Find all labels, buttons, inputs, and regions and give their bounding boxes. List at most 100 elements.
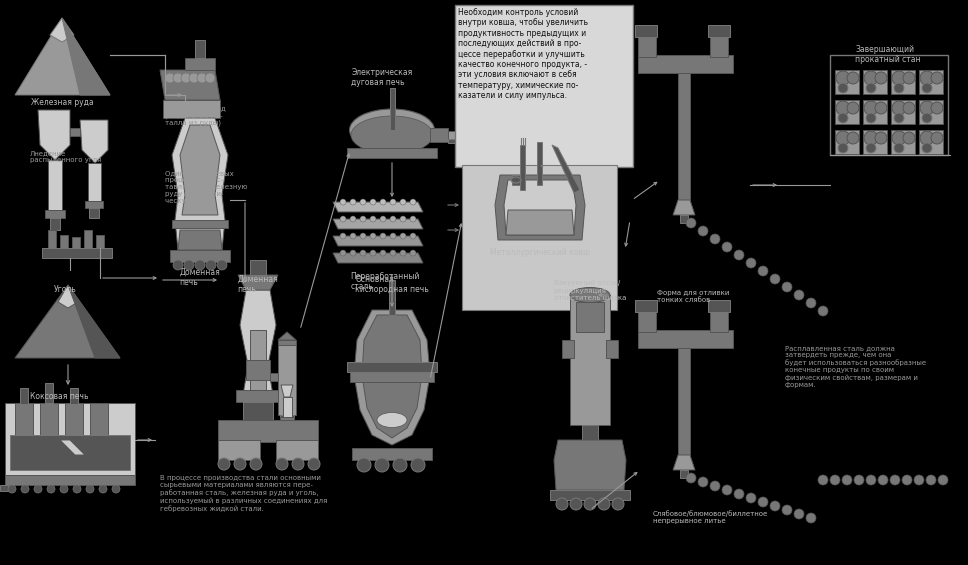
- Ellipse shape: [377, 412, 407, 428]
- Text: Завершающий
прокатный стан: Завершающий прокатный стан: [855, 45, 921, 64]
- Circle shape: [922, 83, 932, 93]
- Circle shape: [920, 101, 934, 115]
- Circle shape: [370, 233, 376, 239]
- Bar: [606, 340, 618, 358]
- Text: Доменная
печь: Доменная печь: [180, 268, 221, 288]
- Circle shape: [866, 113, 876, 123]
- Bar: [389, 280, 395, 315]
- Bar: [270, 373, 278, 381]
- Text: Металлургический ковш: Металлургический ковш: [490, 248, 590, 257]
- Bar: [635, 300, 657, 312]
- Circle shape: [710, 234, 720, 244]
- Circle shape: [410, 216, 416, 222]
- Circle shape: [875, 72, 887, 84]
- Circle shape: [410, 250, 416, 256]
- Bar: [48, 160, 62, 210]
- Circle shape: [894, 113, 904, 123]
- Circle shape: [903, 102, 915, 114]
- Polygon shape: [552, 145, 580, 193]
- Bar: [250, 260, 266, 275]
- Text: В процессе производства стали основными
сырьевыми материалами являются пере-
раб: В процессе производства стали основными …: [160, 475, 327, 511]
- Circle shape: [770, 274, 780, 284]
- Bar: [462, 165, 617, 310]
- Bar: [88, 163, 101, 201]
- Bar: [638, 35, 656, 57]
- Bar: [347, 362, 437, 372]
- Bar: [863, 70, 887, 94]
- Text: Необходим контроль условий
внутри ковша, чтобы увеличить
продуктивность предыдущ: Необходим контроль условий внутри ковша,…: [458, 8, 588, 100]
- Bar: [283, 397, 292, 417]
- Polygon shape: [554, 440, 626, 490]
- Circle shape: [393, 458, 407, 472]
- Circle shape: [838, 143, 848, 153]
- Polygon shape: [333, 202, 423, 212]
- Circle shape: [390, 216, 396, 222]
- Circle shape: [866, 475, 876, 485]
- Text: Доменная
печь: Доменная печь: [237, 275, 279, 294]
- Bar: [708, 25, 730, 37]
- Circle shape: [173, 73, 183, 83]
- Bar: [276, 440, 318, 460]
- Circle shape: [340, 199, 346, 205]
- Bar: [680, 470, 688, 478]
- Text: Лнедение
распыленного угля: Лнедение распыленного угля: [30, 150, 102, 163]
- Circle shape: [218, 458, 230, 470]
- Text: Основная
кислородная печь: Основная кислородная печь: [355, 275, 429, 294]
- Text: Форма для отливки
тонких слябов: Форма для отливки тонких слябов: [657, 290, 729, 303]
- Bar: [448, 131, 458, 139]
- Text: Один из ключевых
процессов, пос-
тавляющих железную
руду в электри-
ческую печь: Один из ключевых процессов, пос- тавляющ…: [165, 170, 248, 204]
- Circle shape: [350, 199, 356, 205]
- Bar: [70, 128, 80, 136]
- Polygon shape: [15, 285, 120, 358]
- Circle shape: [890, 475, 900, 485]
- Bar: [10, 435, 130, 470]
- Circle shape: [734, 489, 744, 499]
- Bar: [218, 440, 260, 460]
- Text: Электрическая
дуговая печь: Электрическая дуговая печь: [351, 68, 412, 88]
- Circle shape: [894, 83, 904, 93]
- Circle shape: [598, 498, 610, 510]
- Circle shape: [722, 242, 732, 252]
- Circle shape: [350, 233, 356, 239]
- Circle shape: [370, 216, 376, 222]
- Bar: [236, 390, 280, 402]
- Circle shape: [197, 73, 207, 83]
- Polygon shape: [240, 290, 276, 420]
- Bar: [430, 128, 448, 142]
- Bar: [243, 402, 273, 420]
- Circle shape: [838, 83, 848, 93]
- Circle shape: [794, 290, 804, 300]
- Circle shape: [234, 458, 246, 470]
- Polygon shape: [333, 253, 423, 263]
- Ellipse shape: [570, 288, 610, 302]
- Bar: [40, 403, 58, 458]
- Polygon shape: [15, 18, 110, 95]
- Circle shape: [21, 485, 29, 493]
- Circle shape: [854, 475, 864, 485]
- Polygon shape: [58, 285, 78, 308]
- Bar: [390, 88, 395, 130]
- Circle shape: [710, 481, 720, 491]
- Bar: [280, 417, 294, 425]
- Circle shape: [926, 475, 936, 485]
- Circle shape: [892, 101, 906, 115]
- Bar: [48, 230, 56, 248]
- Text: Расплавленная сталь должна
затвердеть прежде, чем она
будет использоваться разно: Расплавленная сталь должна затвердеть пр…: [785, 345, 926, 388]
- Bar: [96, 235, 104, 248]
- Polygon shape: [504, 180, 576, 235]
- Circle shape: [698, 477, 708, 487]
- Circle shape: [931, 132, 943, 144]
- Circle shape: [931, 72, 943, 84]
- Circle shape: [698, 226, 708, 236]
- Circle shape: [875, 132, 887, 144]
- Bar: [89, 208, 99, 218]
- Circle shape: [400, 233, 406, 239]
- Bar: [835, 70, 859, 94]
- Circle shape: [782, 505, 792, 515]
- Circle shape: [292, 458, 304, 470]
- Bar: [45, 210, 65, 218]
- Circle shape: [47, 485, 55, 493]
- Bar: [65, 403, 83, 458]
- Bar: [60, 235, 68, 248]
- Bar: [835, 130, 859, 154]
